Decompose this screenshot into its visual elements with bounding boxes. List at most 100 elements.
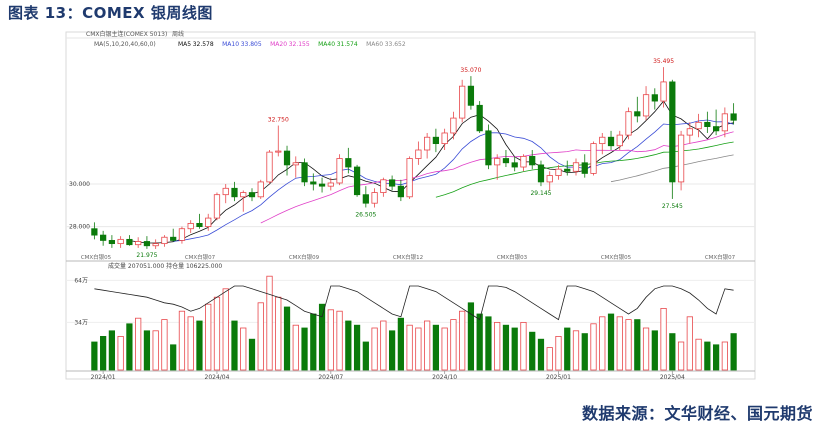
- volume-bar: [257, 302, 264, 371]
- volume-bar: [143, 330, 151, 371]
- candle: [537, 160, 545, 187]
- candle: [599, 132, 606, 155]
- candle-body: [424, 136, 431, 151]
- candle: [441, 128, 448, 150]
- volume-bar: [152, 330, 159, 371]
- candle: [240, 190, 247, 212]
- candle-body: [91, 228, 98, 236]
- candle: [362, 186, 369, 208]
- volume-bar: [485, 316, 492, 371]
- candle: [248, 188, 256, 202]
- volume-bar: [196, 320, 203, 371]
- volume-bar: [590, 323, 597, 371]
- candle: [126, 235, 133, 246]
- volume-bar: [415, 327, 422, 371]
- candle: [108, 235, 116, 248]
- candle-body: [117, 238, 124, 245]
- volume-bar: [572, 330, 580, 371]
- volume-y-axis: 64万 34万: [74, 277, 88, 326]
- price-annotation: 21.975: [136, 252, 157, 259]
- volume-bar: [520, 321, 527, 371]
- volume-bar: [441, 327, 448, 371]
- volume-bar: [669, 333, 676, 371]
- candle: [730, 103, 737, 125]
- candle-body: [353, 166, 361, 196]
- candle: [205, 213, 212, 231]
- candle: [161, 235, 168, 247]
- candle-body: [240, 192, 247, 198]
- volume-bar: [634, 319, 641, 371]
- volume-bar: [529, 331, 536, 371]
- candle: [292, 156, 299, 178]
- volume-bar: [222, 288, 229, 371]
- candle: [91, 222, 98, 240]
- candle-body: [213, 194, 221, 219]
- candle-body: [520, 155, 527, 168]
- ma-line-ma10: [173, 119, 734, 242]
- ma-legend-value: 33.805: [241, 41, 262, 48]
- candle: [336, 154, 343, 186]
- volume-bar: [450, 319, 457, 371]
- candle-body: [248, 192, 256, 198]
- candle-body: [686, 128, 693, 136]
- candle: [660, 67, 667, 108]
- candle: [546, 171, 553, 191]
- candle: [520, 154, 527, 172]
- period-label: CMX白银03: [497, 253, 528, 261]
- volume-bar: [712, 344, 720, 371]
- volume-bar: [704, 341, 711, 371]
- candle: [380, 177, 387, 197]
- candle-body: [511, 162, 518, 168]
- candle: [634, 96, 641, 123]
- candle-body: [625, 111, 632, 136]
- volume-header: 成交量 207051.000 持仓量 106225.000: [108, 262, 222, 270]
- candle-body: [415, 149, 422, 159]
- candle: [327, 177, 334, 191]
- volume-bar: [730, 333, 737, 371]
- candle-body: [660, 81, 667, 102]
- candle: [721, 107, 728, 138]
- candle: [397, 179, 404, 202]
- candle: [388, 175, 396, 191]
- ma-legend-name: MA60: [366, 41, 383, 48]
- volume-y-tick-label: 34万: [74, 319, 88, 326]
- candle-body: [161, 236, 168, 245]
- ma-legend-value: 32.155: [289, 41, 310, 48]
- volume-bar: [432, 324, 440, 371]
- candle-body: [459, 85, 466, 119]
- volume-bar: [327, 309, 334, 371]
- candle: [406, 156, 413, 199]
- volume-bar: [240, 327, 247, 371]
- ma-legend-name: MA5: [178, 41, 191, 48]
- candle-body: [546, 175, 553, 183]
- volume-bar: [336, 310, 343, 371]
- candle-body: [345, 158, 352, 168]
- figure-title: 图表 13：COMEX 银周线图: [8, 4, 213, 22]
- candle: [572, 158, 580, 176]
- candle: [651, 88, 658, 110]
- candle: [415, 141, 422, 165]
- candle: [625, 107, 632, 140]
- period-label: 周线: [172, 30, 184, 38]
- volume-bar: [91, 341, 98, 371]
- candle: [187, 220, 194, 233]
- volume-bar: [161, 319, 168, 371]
- period-label: CMX白银05: [601, 253, 632, 261]
- candle-body: [599, 136, 606, 145]
- candle-body: [257, 181, 264, 198]
- candle-body: [397, 185, 404, 198]
- volume-bar: [292, 324, 299, 371]
- volume-bar: [100, 335, 107, 371]
- volume-bar: [564, 327, 571, 371]
- volume-bar: [625, 319, 632, 371]
- data-source: 数据来源：文华财经、国元期货: [581, 404, 813, 423]
- candle-body: [187, 223, 194, 230]
- volume-bar: [459, 310, 466, 371]
- header-row: CMX白银主连(COMEX 5013) 周线 MA(5,10,20,40,60,…: [86, 30, 406, 48]
- period-label: CMX白银07: [705, 253, 736, 261]
- candle-body: [406, 158, 413, 198]
- candle: [564, 160, 571, 176]
- volume-bar: [213, 296, 221, 371]
- volume-bar: [494, 321, 501, 371]
- volume-bar: [616, 316, 623, 371]
